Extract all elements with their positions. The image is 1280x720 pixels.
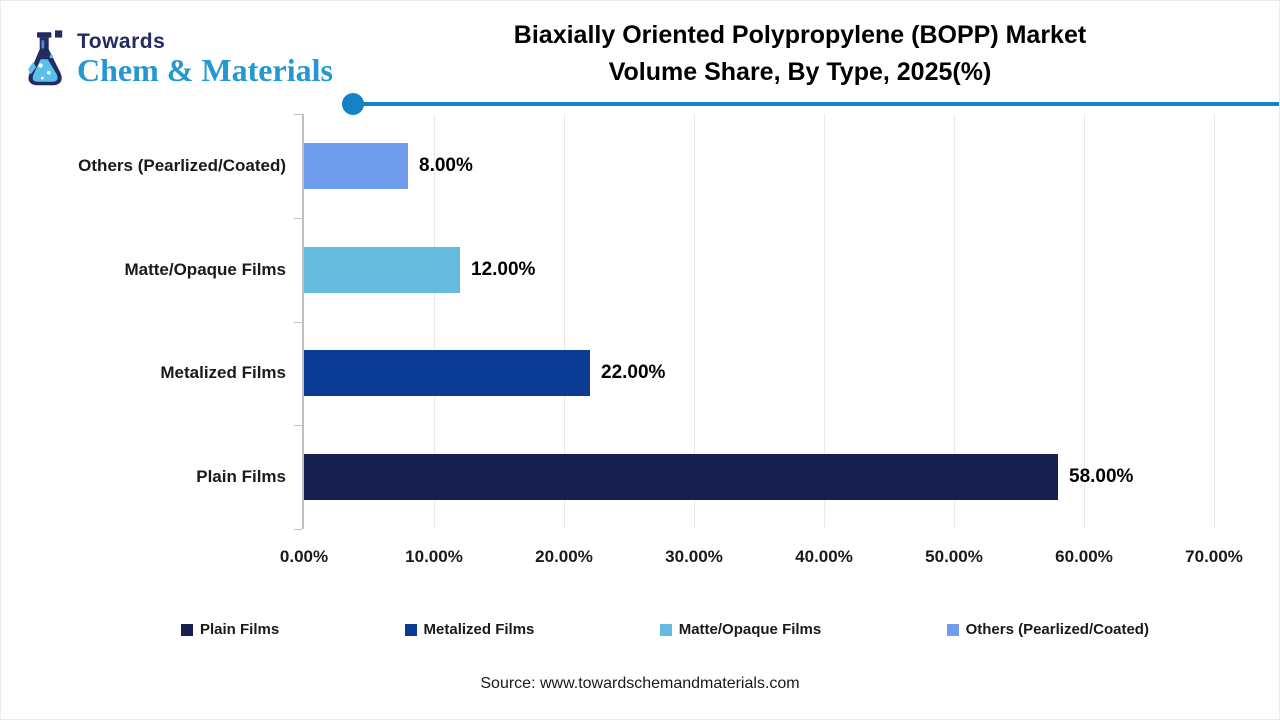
source-attribution: Source: www.towardschemandmaterials.com: [480, 675, 800, 692]
x-axis-label: 60.00%: [1055, 547, 1113, 566]
x-axis-label: 50.00%: [925, 547, 983, 566]
y-axis-line: [302, 114, 304, 529]
y-axis-tick: [294, 529, 302, 530]
gridline: [564, 114, 565, 529]
y-axis-tick: [294, 425, 302, 427]
gridline: [954, 114, 955, 529]
gridline: [1214, 114, 1215, 529]
legend-swatch: [946, 623, 959, 636]
legend-label: Matte/Opaque Films: [678, 621, 822, 638]
chart-title-line2: Volume Share, By Type, 2025(%): [608, 58, 992, 86]
chart-title-line1: Biaxially Oriented Polypropylene (BOPP) …: [513, 21, 1087, 49]
gridline: [824, 114, 825, 529]
bar-matte-opaque-films: [304, 246, 460, 293]
legend-item: Matte/Opaque Films: [659, 621, 822, 638]
bar-value-label: 12.00%: [471, 258, 536, 280]
bar-plain-films: [304, 454, 1058, 501]
gridline: [1084, 114, 1085, 529]
x-axis-label: 0.00%: [279, 547, 329, 566]
title-underline: [353, 102, 1279, 106]
flask-icon: [28, 30, 63, 86]
chart-title: Biaxially Oriented Polypropylene (BOPP) …: [331, 17, 1269, 91]
title-underline-dot: [342, 93, 364, 115]
category-label: Metalized Films: [160, 363, 286, 383]
brand-name-top: Towards: [77, 30, 166, 53]
legend-label: Others (Pearlized/Coated): [965, 621, 1149, 638]
x-axis-label: 30.00%: [665, 547, 723, 566]
x-axis-label: 40.00%: [795, 547, 853, 566]
brand-name-bottom: Chem & Materials: [77, 52, 333, 88]
category-label: Matte/Opaque Films: [124, 259, 286, 279]
bar-others-pearlized-coated-: [304, 142, 408, 189]
y-axis-tick: [294, 114, 302, 115]
legend-swatch: [659, 623, 672, 636]
bar-metalized-films: [304, 350, 590, 397]
legend-item: Plain Films: [181, 621, 279, 638]
legend-item: Metalized Films: [404, 621, 535, 638]
legend-item: Others (Pearlized/Coated): [946, 621, 1149, 638]
gridline: [434, 114, 435, 529]
legend-swatch: [181, 623, 193, 636]
category-label: Plain Films: [196, 467, 286, 487]
brand-logo-text: Towards Chem & Materials: [77, 30, 333, 88]
x-axis-label: 20.00%: [535, 547, 593, 566]
legend-label: Metalized Films: [423, 621, 535, 638]
category-label: Others (Pearlized/Coated): [78, 155, 286, 175]
x-axis-label: 70.00%: [1185, 547, 1243, 566]
x-axis-label: 10.00%: [405, 547, 463, 566]
bar-value-label: 8.00%: [419, 154, 473, 176]
brand-logo: Towards Chem & Materials: [19, 27, 333, 93]
bar-value-label: 58.00%: [1069, 466, 1134, 488]
y-axis-tick: [294, 321, 302, 323]
bar-value-label: 22.00%: [601, 362, 666, 384]
y-axis-tick: [294, 217, 302, 219]
chart-legend: Plain Films Metalized Films Matte/Opaque F…: [181, 621, 1149, 638]
legend-swatch: [404, 623, 417, 636]
gridline: [694, 114, 695, 529]
legend-label: Plain Films: [200, 621, 280, 638]
